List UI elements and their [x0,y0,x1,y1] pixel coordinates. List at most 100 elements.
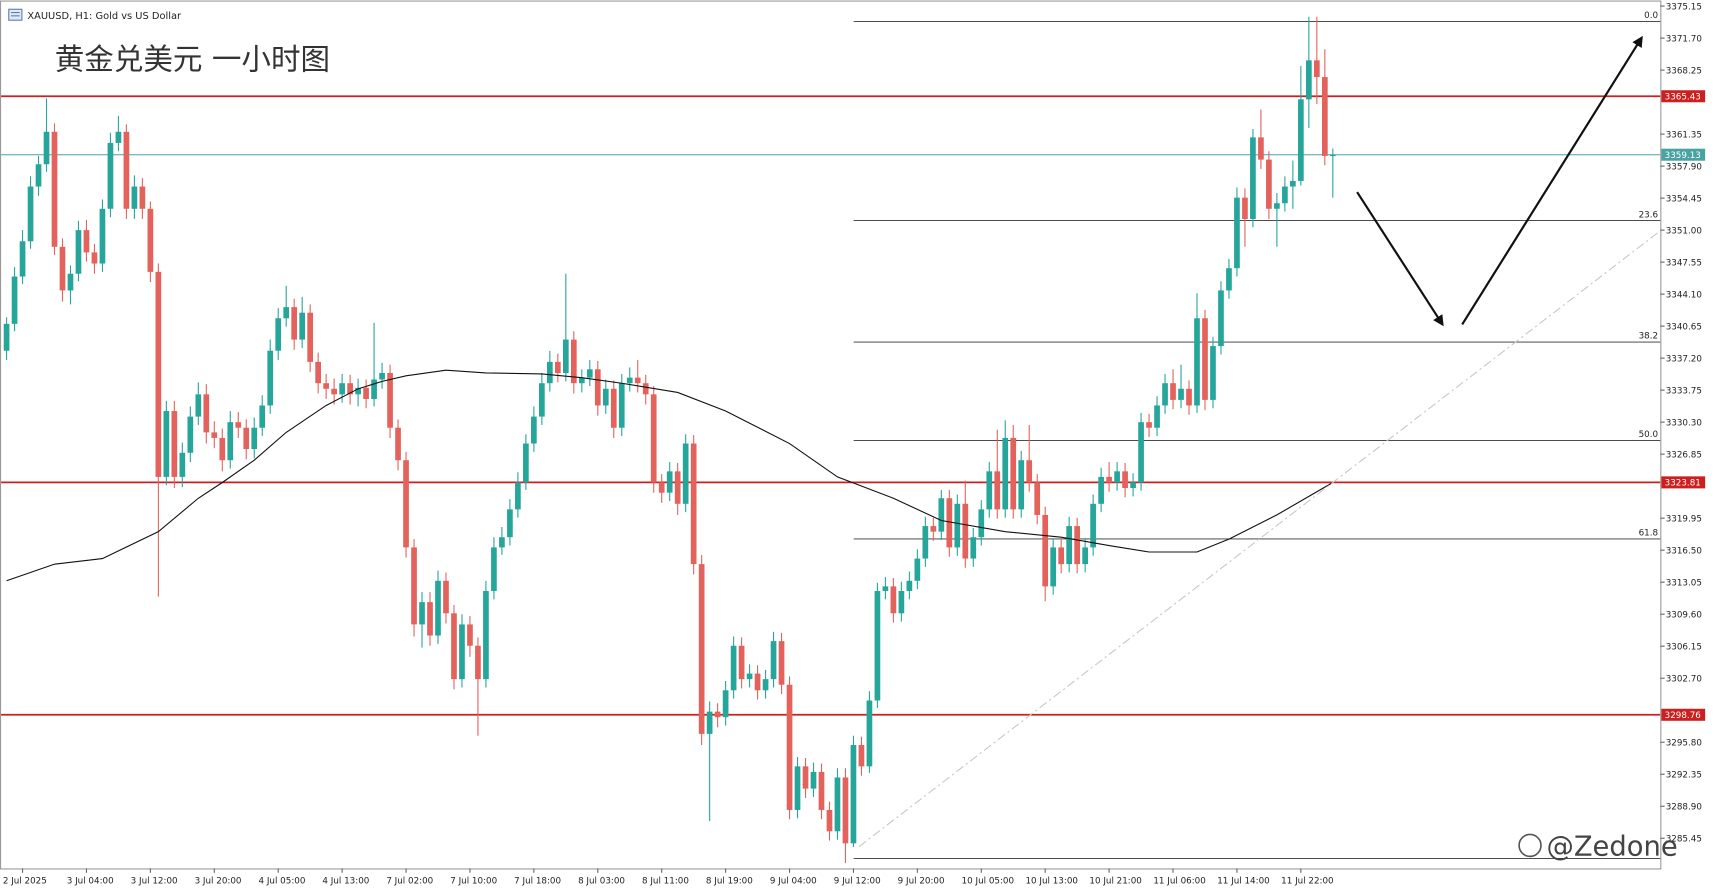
candle-body [826,809,833,832]
candle-body [634,377,641,384]
x-tick-label: 11 Jul 06:00 [1153,877,1205,887]
candle-body [970,537,977,559]
candle-body [586,369,593,378]
price-label-box [1661,708,1706,721]
candle-body [347,383,353,395]
trend-line [858,232,1659,847]
candle-body [1194,318,1200,406]
fib-label: 50.0 [1639,430,1658,440]
candle-body [690,443,697,565]
candle-body [1170,383,1176,400]
candle-body [211,432,218,438]
candle-body [267,350,274,406]
candle-body [1082,547,1088,565]
price-label: 3359.13 [1665,151,1701,161]
candle-body [866,700,873,767]
candle-body [938,498,945,532]
candle-body [1218,290,1224,347]
candle-body [291,307,298,340]
candle-body [562,339,569,373]
candle-body [1146,422,1152,428]
candle-body [307,312,314,362]
candle-body [602,388,609,406]
candle-body [219,437,226,461]
candle-body [962,503,969,559]
candle-body [1329,154,1336,157]
candle-body [83,230,90,253]
price-label: 3323.81 [1665,479,1701,489]
candle-body [75,230,82,274]
candle-body [259,405,266,428]
candle-body [1186,388,1192,406]
candle-body [882,586,889,592]
x-tick-label: 11 Jul 22:00 [1281,877,1333,887]
candle-body [3,323,10,351]
candle-body [778,641,785,685]
candle-body [618,383,625,428]
candles [3,16,1336,863]
candle-body [570,339,577,384]
candle-body [1122,471,1128,489]
candle-body [1074,526,1081,565]
candle-body [922,526,929,559]
symbol-header: XAUUSD, H1: Gold vs US Dollar [27,11,182,22]
candle-body [746,673,753,680]
candle-body [1098,476,1104,504]
candle-body [355,387,361,395]
up-arrow [1461,35,1643,326]
x-tick-label: 3 Jul 12:00 [131,877,178,887]
candle-body [1202,318,1208,400]
candle-body [610,388,617,428]
candle-body [203,394,210,433]
candle-body [275,318,282,351]
candle-body [1242,197,1248,219]
y-tick-label: 3326.85 [1666,450,1702,460]
candle-body [283,307,290,319]
candle-body [674,471,681,504]
price-label: 3365.43 [1665,93,1701,103]
y-tick-label: 3295.80 [1666,739,1702,749]
x-tick-label: 8 Jul 03:00 [578,877,625,887]
watermark: @Zedone [1546,831,1677,862]
candle-body [419,602,425,625]
candle-body [1210,346,1216,400]
price-label: 3298.76 [1665,711,1702,721]
candle-body [155,271,162,477]
y-tick-label: 3354.45 [1666,194,1702,204]
candle-body [499,537,505,548]
candle-body [1130,482,1136,489]
candle-body [658,482,665,493]
candle-body [1250,137,1256,219]
candle-body [443,580,449,614]
candle-body [1313,60,1320,78]
x-tick-label: 10 Jul 21:00 [1089,877,1141,887]
candle-body [387,372,393,428]
x-tick-label: 7 Jul 02:00 [386,877,433,887]
candle-body [706,711,713,734]
candle-body [123,131,130,209]
candle-body [251,427,258,450]
candle-body [539,383,545,417]
candle-body [994,471,1001,510]
candle-body [67,273,74,291]
y-tick-label: 3316.50 [1666,546,1702,556]
watermark-icon [1518,833,1542,858]
candle-body [906,580,913,592]
x-tick-label: 3 Jul 20:00 [195,877,242,887]
candle-body [339,383,345,395]
y-tick-label: 3292.35 [1666,771,1702,781]
y-tick-label: 3351.00 [1666,226,1702,236]
candle-body [163,411,170,477]
front-layer [6,369,1334,582]
candle-body [954,503,961,548]
x-tick-label: 9 Jul 12:00 [834,877,881,887]
y-tick-label: 3347.55 [1666,258,1702,268]
candle-body [507,509,513,538]
candle-body [810,771,817,789]
candle-body [714,711,721,718]
symbol-icon [8,8,23,21]
y-tick-label: 3330.30 [1666,418,1702,428]
plot-frame [0,0,1662,870]
candle-body [594,369,601,406]
